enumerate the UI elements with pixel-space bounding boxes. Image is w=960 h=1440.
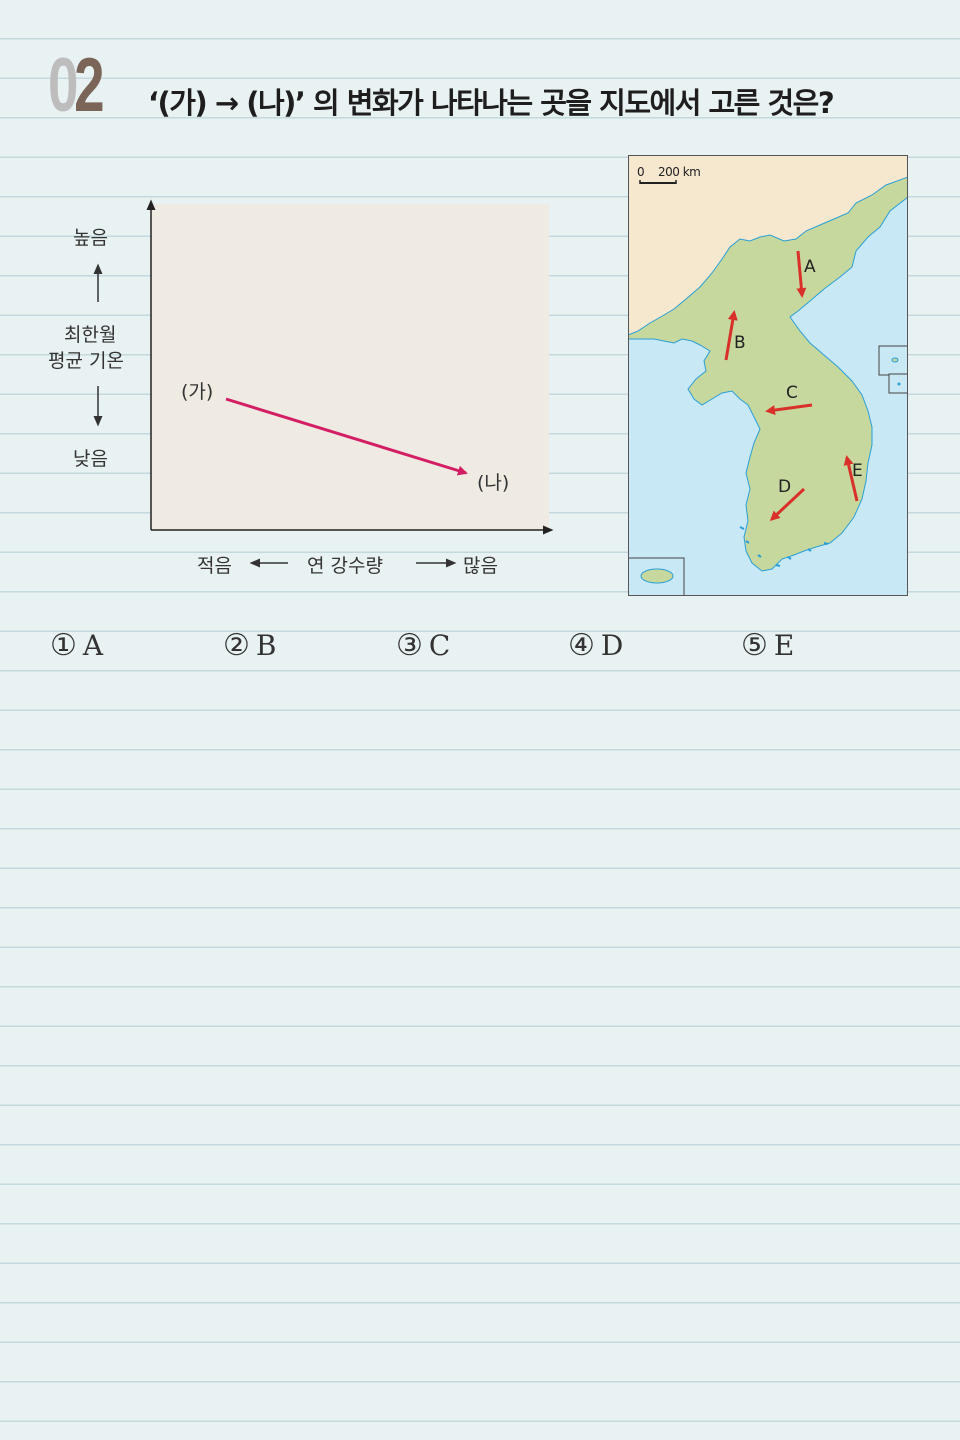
- question-number-digit-1: 2: [74, 43, 104, 128]
- y-title-line1: 최한월: [64, 324, 117, 346]
- choice-label: D: [600, 629, 624, 662]
- korea-map: 0 200 km A B C D E: [627, 155, 909, 597]
- choice-label: E: [773, 629, 795, 662]
- question-text: ‘(가) → (나)’ 의 변화가 나타나는 곳을 지도에서 고른 것은?: [148, 86, 835, 120]
- arrow-e: [843, 455, 859, 502]
- question-number: 02: [48, 43, 105, 128]
- y-high-label: 높음: [73, 227, 108, 249]
- map-svg: [627, 155, 909, 597]
- choice-number: ④: [568, 628, 595, 663]
- change-arrow: [225, 397, 468, 476]
- choice-number: ②: [223, 628, 250, 663]
- map-label-a: A: [804, 257, 816, 277]
- y-title-line2: 평균 기온: [48, 350, 124, 372]
- arrow-a: [796, 250, 807, 298]
- scale-zero: 0: [637, 165, 645, 179]
- map-label-d: D: [778, 477, 792, 497]
- jeju-island: [640, 568, 674, 584]
- map-border: [628, 155, 908, 596]
- ulleung-island: [891, 357, 899, 363]
- y-low-label: 낮음: [73, 448, 108, 470]
- point-start-label: (가): [181, 381, 214, 403]
- x-high-label: 많음: [463, 555, 498, 577]
- choice-number: ①: [50, 628, 77, 663]
- arrow-b: [724, 310, 738, 361]
- choice-number: ③: [396, 628, 423, 663]
- question-number-digit-0: 0: [48, 43, 78, 128]
- point-end-label: (나): [477, 472, 510, 494]
- choice-label: A: [82, 629, 104, 662]
- choice-label: B: [255, 629, 277, 662]
- map-label-c: C: [786, 383, 798, 403]
- scale-label: 200 km: [658, 165, 701, 179]
- arrow-d: [769, 487, 806, 522]
- map-label-b: B: [734, 333, 746, 353]
- foreign-land: [628, 155, 908, 335]
- korea-land: [627, 176, 909, 572]
- choice-label: C: [428, 629, 451, 662]
- x-title: 연 강수량: [307, 555, 383, 577]
- coast-islands-south: [739, 526, 829, 567]
- arrow-c: [765, 403, 813, 416]
- x-low-label: 적음: [197, 555, 232, 577]
- map-label-e: E: [852, 461, 863, 481]
- choice-number: ⑤: [741, 628, 768, 663]
- dokdo-island: [897, 382, 901, 386]
